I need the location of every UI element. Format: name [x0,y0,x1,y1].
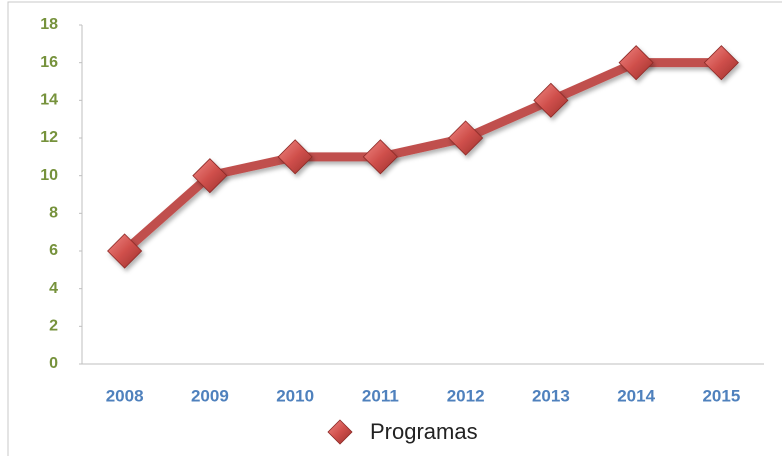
legend-label: Programas [370,419,478,444]
point-marker [448,120,484,156]
point-marker [703,45,739,81]
y-tick-label: 10 [40,167,58,184]
x-tick-label: 2015 [702,386,740,405]
point-marker [618,45,654,81]
x-tick-label: 2008 [106,386,144,405]
chart-frame [7,1,782,456]
point-marker [192,158,228,194]
x-tick-label: 2010 [276,386,314,405]
y-tick-label: 12 [40,129,58,146]
y-tick-label: 18 [40,16,58,33]
y-tick-label: 14 [40,92,58,109]
x-tick-label: 2014 [617,386,655,405]
x-tick-label: 2012 [447,386,485,405]
point-marker [107,233,143,269]
y-tick-label: 0 [49,355,58,372]
y-tick-label: 8 [49,205,58,222]
legend-marker [327,419,353,445]
point-marker [533,82,569,118]
x-tick-label: 2009 [191,386,229,405]
point-marker [277,139,313,175]
y-tick-label: 16 [40,54,58,71]
x-tick-label: 2011 [362,386,399,405]
point-marker [362,139,398,175]
y-tick-label: 2 [49,318,58,335]
y-tick-label: 4 [49,280,58,297]
y-tick-label: 6 [49,242,58,259]
x-tick-label: 2013 [532,386,570,405]
series-line [121,58,722,255]
